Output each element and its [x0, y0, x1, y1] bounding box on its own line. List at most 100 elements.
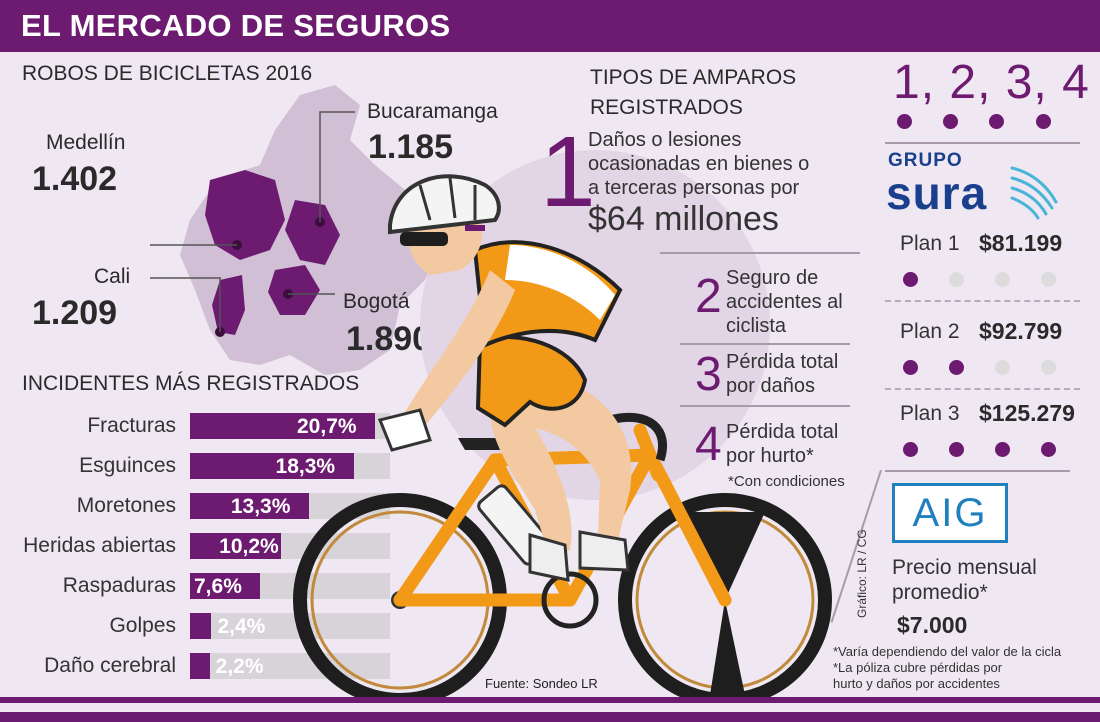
- amparo-3-line1: Pérdida total: [726, 351, 839, 373]
- aig-notes: *Varía dependiendo del valor de la cicla…: [833, 644, 1061, 692]
- incident-bar: [190, 413, 375, 439]
- amparo-2-line1: Seguro de: [726, 267, 819, 289]
- plan-coverage-dot: [949, 272, 964, 287]
- aig-price-label: Precio mensual promedio*: [892, 555, 1037, 605]
- incident-value: 20,7%: [297, 415, 357, 438]
- amparo-2-line3: ciclista: [726, 315, 787, 337]
- incident-bar-track: [190, 613, 390, 639]
- amparo-2-text: Seguro de accidentes al ciclista: [726, 266, 843, 338]
- amparo-3-leader: [680, 343, 850, 345]
- incident-value: 18,3%: [275, 455, 336, 478]
- region-bogota: [268, 265, 320, 315]
- graphic-credit: Gráfico: LR / CG: [855, 529, 869, 618]
- sura-top-rule: [885, 142, 1080, 144]
- helmet: [388, 174, 501, 235]
- aig-note-1: *Varía dependiendo del valor de la cicla: [833, 644, 1062, 659]
- header-bar: [0, 0, 1100, 52]
- incident-label: Esguinces: [79, 454, 176, 477]
- robos-title: ROBOS DE BICICLETAS 2016: [22, 62, 313, 85]
- city-name-bogota: Bogotá: [343, 290, 410, 313]
- incident-label: Moretones: [76, 494, 176, 517]
- plan-coverage-dot: [1041, 360, 1056, 375]
- incident-label: Daño cerebral: [44, 654, 176, 677]
- incident-row: Moretones 13,3%: [0, 492, 400, 522]
- incident-row: Raspaduras 7,6%: [0, 572, 400, 602]
- amparo-1-line1: Daños o lesiones: [588, 129, 742, 151]
- city-value-bogota: 1.890: [346, 320, 432, 358]
- amparo-1-number: 1: [540, 116, 596, 228]
- aig-logo-box: AIG: [892, 483, 1008, 543]
- sura-numbers: 1, 2, 3, 4: [893, 56, 1090, 109]
- plan-coverage-dot: [949, 442, 964, 457]
- plan-coverage-dot: [1041, 272, 1056, 287]
- amparo-1-amount: $64 millones: [588, 200, 779, 238]
- amparo-1-line2: ocasionadas en bienes o: [588, 153, 810, 175]
- aig-note-3: hurto y daños por accidentes: [833, 676, 1000, 691]
- incident-label: Golpes: [109, 614, 176, 637]
- numbers-dot: [989, 114, 1004, 129]
- amparo-2-number: 2: [695, 270, 722, 323]
- aig-logo: AIG: [912, 491, 988, 535]
- numbers-dot: [943, 114, 958, 129]
- incident-value: 2,2%: [215, 655, 264, 678]
- region-santander: [285, 200, 340, 265]
- amparo-4-line2: por hurto*: [726, 445, 814, 467]
- plan-coverage-dot: [1041, 442, 1056, 457]
- plan-coverage-dot: [995, 360, 1010, 375]
- numbers-dot: [897, 114, 912, 129]
- region-antioquia: [205, 170, 285, 260]
- amparo-4-text: Pérdida total por hurto*: [726, 420, 838, 468]
- footer-bar: [0, 697, 1100, 703]
- sura-wing-icon: [1010, 166, 1058, 220]
- incident-bar: [190, 573, 260, 599]
- incident-label: Raspaduras: [62, 574, 176, 597]
- amparo-4-line1: Pérdida total: [726, 421, 839, 443]
- incident-bar: [190, 493, 309, 519]
- aig-note-2: *La póliza cubre pérdidas por: [833, 660, 1003, 675]
- incident-label: Heridas abiertas: [23, 534, 176, 557]
- incident-bar-track: [190, 653, 390, 679]
- amparo-1-line3: a terceras personas por: [588, 177, 800, 199]
- plan-coverage-dot: [903, 272, 918, 287]
- amparo-3-text: Pérdida total por daños: [726, 350, 838, 398]
- amparo-4-number: 4: [695, 418, 722, 471]
- city-name-bucaramanga: Bucaramanga: [367, 100, 498, 123]
- plan-coverage-dot: [949, 360, 964, 375]
- plan-price: $92.799: [979, 318, 1063, 344]
- colombia-map: [150, 85, 440, 375]
- plan-price: $81.199: [979, 230, 1063, 256]
- plan-name: Plan 3: [900, 402, 960, 425]
- front-wheel: [618, 493, 832, 700]
- numbers-dot: [1036, 114, 1051, 129]
- city-name-cali: Cali: [94, 265, 131, 288]
- aig-price-label-line1: Precio mensual: [892, 556, 1037, 579]
- incident-value: 13,3%: [230, 495, 291, 518]
- amparo-2-line2: accidentes al: [726, 291, 843, 313]
- footer-bar-bottom: [0, 712, 1100, 722]
- incidentes-title: INCIDENTES MÁS REGISTRADOS: [22, 372, 360, 395]
- incident-bar: [190, 533, 282, 559]
- amparos-note: *Con condiciones: [728, 473, 845, 490]
- plan-coverage-dot: [903, 442, 918, 457]
- amparos-title-line2: REGISTRADOS: [590, 96, 743, 119]
- amparo-3-number: 3: [695, 348, 722, 401]
- plan-divider: [885, 300, 1080, 302]
- incident-bar: [190, 453, 354, 479]
- amparos-title-line1: TIPOS DE AMPAROS: [590, 66, 797, 89]
- plan-name: Plan 1: [900, 232, 960, 255]
- incident-value: 7,6%: [194, 575, 242, 598]
- incident-row: Heridas abiertas 10,2%: [0, 532, 400, 562]
- incident-row: Golpes 2,4%: [0, 612, 400, 642]
- city-value-medellin: 1.402: [32, 160, 118, 198]
- aig-price-label-line2: promedio*: [892, 581, 988, 604]
- plan-price: $125.279: [979, 400, 1075, 426]
- incident-row: Esguinces 18,3%: [0, 452, 400, 482]
- incident-value: 2,4%: [217, 615, 266, 638]
- plan-coverage-dot: [995, 442, 1010, 457]
- plan-coverage-dot: [903, 360, 918, 375]
- incident-row: Daño cerebral 2,2%: [0, 652, 400, 682]
- cyclist-illustration: [293, 150, 832, 700]
- plan-divider: [885, 388, 1080, 390]
- incident-value: 10,2%: [219, 535, 279, 558]
- incident-bar: [190, 613, 212, 639]
